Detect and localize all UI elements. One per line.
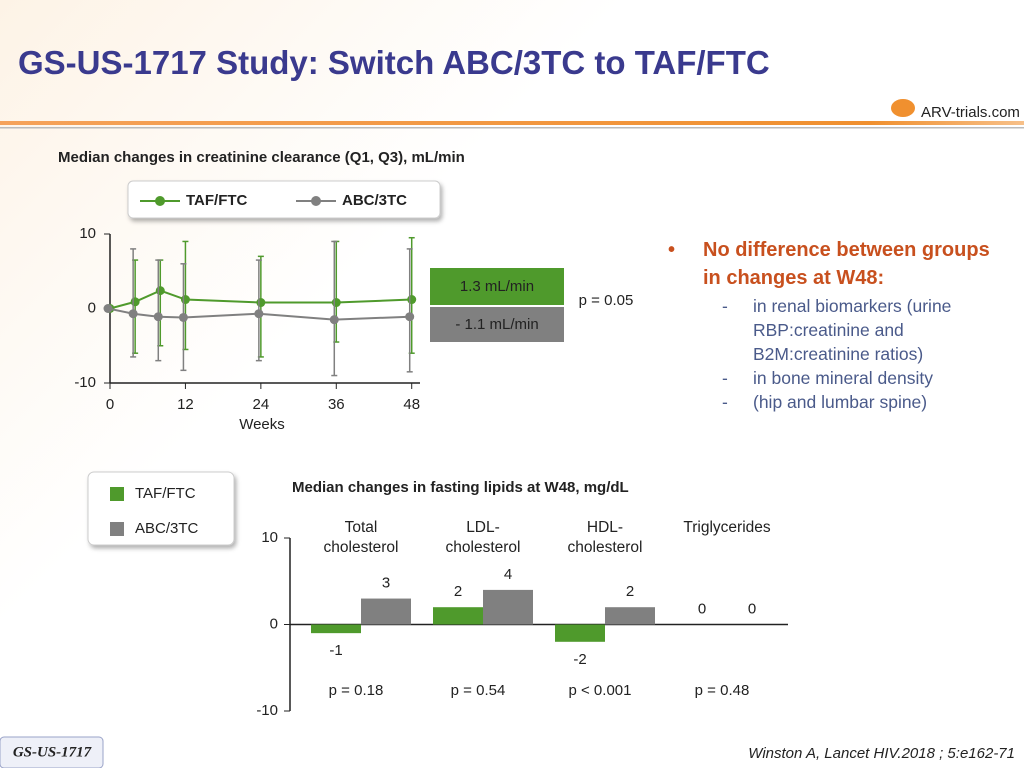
x-tick-label: 48 xyxy=(403,396,420,413)
x-axis-label: Weeks xyxy=(239,416,285,433)
y-tick-label: 10 xyxy=(261,529,278,546)
annotation-box xyxy=(430,307,564,342)
value-label: 3 xyxy=(382,575,390,592)
chart-title: Median changes in creatinine clearance (… xyxy=(58,149,465,166)
x-tick-label: 0 xyxy=(106,396,114,413)
p-value: p = 0.48 xyxy=(695,682,750,699)
bullet-list: No difference between groups in changes … xyxy=(668,236,1008,414)
legend-label: TAF/FTC xyxy=(135,485,196,502)
bar xyxy=(361,598,411,625)
point xyxy=(256,298,266,308)
point xyxy=(407,295,417,305)
x-tick-label: 12 xyxy=(177,396,194,413)
value-label: 2 xyxy=(626,583,634,600)
bar xyxy=(605,607,655,625)
legend-marker xyxy=(311,196,321,206)
y-tick-label: 0 xyxy=(88,299,96,316)
bar xyxy=(433,607,483,625)
point xyxy=(180,295,190,305)
bullet-item: in renal biomarkers (urine RBP:creatinin… xyxy=(668,294,1008,366)
value-label: -2 xyxy=(573,651,586,668)
citation: Winston A, Lancet HIV.2018 ; 5:e162-71 xyxy=(748,745,1015,762)
category-label: Total cholesterol xyxy=(323,519,399,556)
chart-title: Median changes in fasting lipids at W48,… xyxy=(292,479,629,496)
footer-box xyxy=(0,736,104,768)
value-label: 0 xyxy=(698,600,706,617)
p-value: p < 0.001 xyxy=(569,682,632,699)
point xyxy=(153,312,163,322)
legend-label: ABC/3TC xyxy=(342,192,407,209)
point xyxy=(103,304,113,313)
point xyxy=(155,286,165,296)
x-tick-label: 24 xyxy=(253,396,270,413)
legend-box xyxy=(87,471,235,546)
x-tick-label: 36 xyxy=(328,396,345,413)
value-label: 2 xyxy=(454,583,462,600)
point xyxy=(254,309,264,319)
logo-text: ARV-trials.com xyxy=(921,104,1020,121)
point xyxy=(405,312,415,322)
point xyxy=(331,298,341,308)
bar xyxy=(311,624,361,634)
category-label: Triglycerides xyxy=(683,519,771,536)
annotation: p = 0.05 xyxy=(579,292,634,309)
value-label: -1 xyxy=(329,642,342,659)
legend-box xyxy=(127,180,441,219)
y-tick-label: 0 xyxy=(270,615,278,632)
y-tick-label: -10 xyxy=(74,374,96,391)
point xyxy=(130,297,140,307)
annotation-box xyxy=(430,268,564,305)
p-value: p = 0.18 xyxy=(329,682,384,699)
y-tick-label: -10 xyxy=(256,702,278,719)
legend-swatch xyxy=(110,487,124,501)
category-label: HDL-cholesterol xyxy=(567,519,643,556)
annotation: - 1.1 mL/min xyxy=(455,316,538,333)
y-tick-label: 10 xyxy=(79,225,96,242)
bar xyxy=(483,589,533,625)
value-label: 4 xyxy=(504,566,512,583)
annotation: 1.3 mL/min xyxy=(460,278,534,295)
header-rule xyxy=(0,121,1024,125)
p-value: p = 0.54 xyxy=(451,682,506,699)
footer-label: GS-US-1717 xyxy=(13,744,92,760)
slide-title: GS-US-1717 Study: Switch ABC/3TC to TAF/… xyxy=(18,44,770,81)
bullet-item: (hip and lumbar spine) xyxy=(668,390,1008,414)
legend-marker xyxy=(155,196,165,206)
legend-label: TAF/FTC xyxy=(186,192,248,209)
sub-list: in renal biomarkers (urine RBP:creatinin… xyxy=(668,294,1008,414)
point xyxy=(178,312,188,322)
category-label: LDL-cholesterol xyxy=(445,519,521,556)
bar xyxy=(555,624,605,642)
header-rule-thin xyxy=(0,127,1024,129)
bullet-heading: No difference between groups in changes … xyxy=(668,236,1008,292)
bullet-item: in bone mineral density xyxy=(668,366,1008,390)
legend-swatch xyxy=(110,522,124,536)
value-label: 0 xyxy=(748,600,756,617)
point xyxy=(329,315,339,325)
legend-label: ABC/3TC xyxy=(135,520,199,537)
logo-mark xyxy=(891,99,915,117)
point xyxy=(128,309,138,319)
